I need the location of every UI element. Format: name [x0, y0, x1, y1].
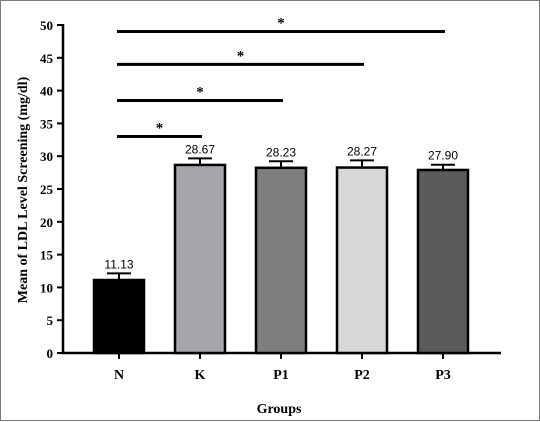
x-tick-label: P2 [354, 368, 370, 383]
x-tick-label: K [195, 368, 206, 383]
x-tick-label: P1 [273, 368, 289, 383]
y-tick-label: 30 [40, 149, 53, 164]
bar [173, 163, 227, 355]
y-tick-label: 40 [40, 84, 53, 99]
y-axis-label: Mean of LDL Level Screening (mg/dl) [16, 76, 31, 303]
x-tick-label: N [114, 368, 124, 383]
significance-marker: * [196, 84, 204, 100]
x-axis: N K P1 P2 P3 [62, 351, 501, 383]
bars: 11.13 28.67 28.23 28.27 27.90 [92, 142, 470, 355]
bar [92, 278, 146, 355]
significance-marker: * [156, 121, 164, 137]
y-axis: 0 5 10 15 20 25 30 35 40 45 50 [40, 18, 65, 361]
y-tick-label: 50 [40, 18, 53, 33]
bar [254, 166, 308, 355]
y-tick-label: 5 [47, 313, 54, 328]
y-tick-label: 20 [40, 215, 53, 230]
significance-brackets: * * * * [117, 16, 445, 139]
bar [335, 166, 389, 355]
data-label: 28.23 [266, 145, 296, 159]
significance-marker: * [237, 48, 245, 64]
x-axis-label: Groups [257, 402, 302, 417]
data-label: 27.90 [428, 149, 458, 163]
x-tick-label: P3 [435, 368, 451, 383]
y-tick-label: 10 [40, 280, 53, 295]
y-tick-label: 35 [40, 116, 54, 131]
y-tick-label: 25 [40, 182, 54, 197]
y-tick-label: 15 [40, 248, 54, 263]
bar [416, 168, 470, 355]
significance-marker: * [277, 16, 285, 32]
data-label: 11.13 [104, 257, 133, 271]
y-tick-label: 45 [40, 51, 54, 66]
data-label: 28.67 [185, 142, 215, 156]
y-tick-label: 0 [47, 346, 54, 361]
data-label: 28.27 [347, 144, 377, 158]
